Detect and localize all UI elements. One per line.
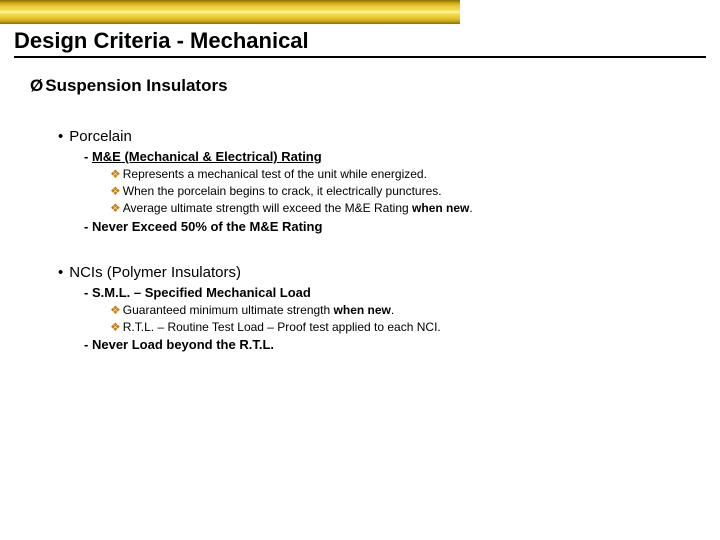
me-rating-heading: - M&E (Mechanical & Electrical) Rating	[84, 149, 706, 164]
nci-point-1-suffix: .	[391, 303, 394, 317]
nci-point-1-bold: when new	[334, 303, 391, 317]
diamond-icon: ❖	[110, 303, 121, 317]
dash-icon: -	[84, 219, 88, 234]
header-decoration-bar	[0, 0, 460, 24]
bullet-icon: •	[58, 128, 63, 145]
nci-point-1-prefix: Guaranteed minimum ultimate strength	[123, 303, 334, 317]
nci-heading-text: NCIs (Polymer Insulators)	[69, 264, 241, 281]
nci-point-2-text: R.T.L. – Routine Test Load – Proof test …	[123, 320, 441, 334]
nci-never-text: Never Load beyond the R.T.L.	[92, 337, 274, 352]
nci-point-1: ❖Guaranteed minimum ultimate strength wh…	[110, 302, 706, 318]
porcelain-point-2: ❖When the porcelain begins to crack, it …	[110, 183, 706, 199]
dash-icon: -	[84, 337, 88, 352]
slide-content: Design Criteria - Mechanical ØSuspension…	[0, 24, 720, 352]
diamond-icon: ❖	[110, 320, 121, 334]
dash-icon: -	[84, 149, 88, 164]
diamond-icon: ❖	[110, 201, 121, 215]
section-header: ØSuspension Insulators	[30, 76, 706, 96]
porcelain-point-3-bold: when new	[412, 201, 469, 215]
porcelain-never: - Never Exceed 50% of the M&E Rating	[84, 219, 706, 234]
porcelain-heading: • Porcelain	[58, 128, 706, 145]
sml-heading: - S.M.L. – Specified Mechanical Load	[84, 285, 706, 300]
title-underline-wrap: Design Criteria - Mechanical	[14, 24, 706, 58]
porcelain-point-1-text: Represents a mechanical test of the unit…	[123, 167, 427, 181]
porcelain-point-3-suffix: .	[469, 201, 472, 215]
porcelain-point-3-prefix: Average ultimate strength will exceed th…	[123, 201, 412, 215]
nci-never: - Never Load beyond the R.T.L.	[84, 337, 706, 352]
porcelain-heading-text: Porcelain	[69, 128, 132, 145]
dash-icon: -	[84, 285, 88, 300]
diamond-icon: ❖	[110, 184, 121, 198]
porcelain-point-1: ❖Represents a mechanical test of the uni…	[110, 166, 706, 182]
arrow-icon: Ø	[30, 76, 43, 95]
diamond-icon: ❖	[110, 167, 121, 181]
section-header-text: Suspension Insulators	[45, 76, 227, 95]
slide-title: Design Criteria - Mechanical	[14, 24, 706, 56]
me-rating-text: M&E (Mechanical & Electrical) Rating	[92, 149, 322, 164]
porcelain-point-2-text: When the porcelain begins to crack, it e…	[123, 184, 442, 198]
sml-heading-text: S.M.L. – Specified Mechanical Load	[92, 285, 311, 300]
porcelain-never-text: Never Exceed 50% of the M&E Rating	[92, 219, 322, 234]
nci-heading: • NCIs (Polymer Insulators)	[58, 264, 706, 281]
bullet-icon: •	[58, 264, 63, 281]
nci-point-2: ❖R.T.L. – Routine Test Load – Proof test…	[110, 319, 706, 335]
porcelain-point-3: ❖Average ultimate strength will exceed t…	[110, 200, 706, 216]
